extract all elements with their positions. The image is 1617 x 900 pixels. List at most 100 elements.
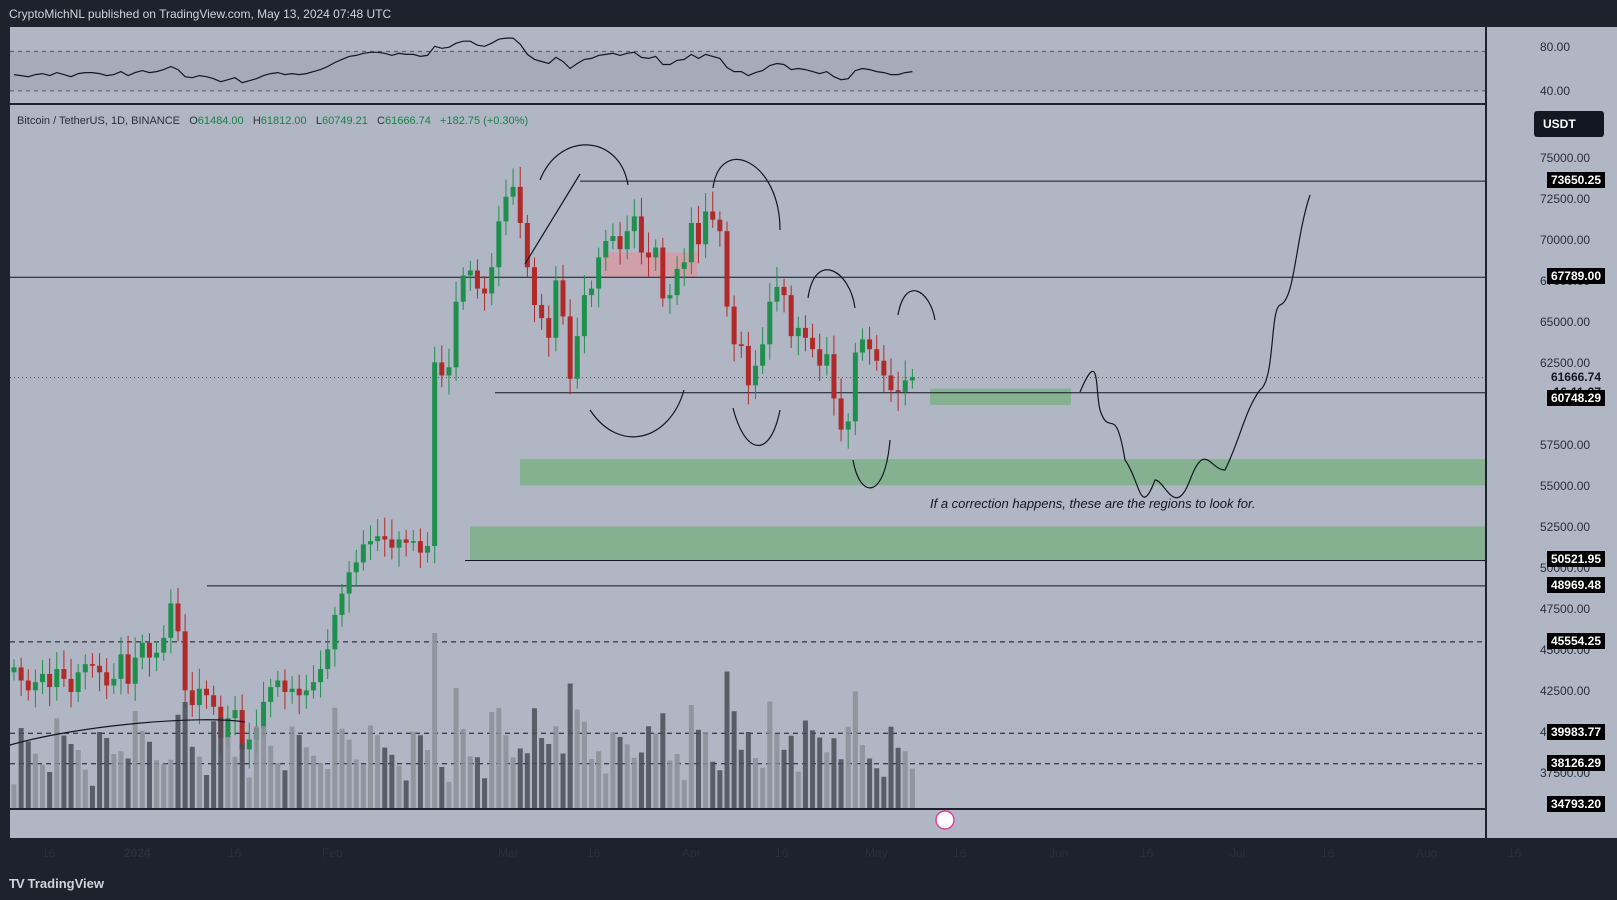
candle-body (631, 216, 637, 232)
time-tick: 16 (1140, 846, 1154, 860)
candle-body (503, 196, 509, 222)
candle-body (303, 690, 309, 696)
candle-body (104, 672, 110, 686)
volume-bar (489, 712, 495, 808)
volume-bar (446, 781, 452, 808)
candle-body (68, 678, 74, 692)
candle-body (902, 380, 908, 392)
volume-bar (859, 745, 865, 808)
candle-body (617, 236, 623, 250)
volume-bar (189, 746, 195, 808)
volume-bar (125, 758, 131, 808)
candle-body (332, 614, 338, 650)
candle-body (717, 219, 723, 232)
candle-body (32, 682, 38, 691)
candle-body (168, 603, 174, 638)
volume-bar (553, 726, 559, 808)
drawn-arrow (1079, 194, 1311, 499)
demand-zone-1 (930, 388, 1071, 405)
candle-body (289, 688, 295, 692)
volume-bar (817, 737, 823, 808)
volume-bar (845, 726, 851, 808)
volume-bar (760, 767, 766, 808)
candle-body (774, 286, 780, 302)
candle-body (25, 680, 31, 691)
drawn-arrow (807, 269, 856, 309)
candle-body (603, 241, 609, 258)
volume-bar (161, 763, 167, 808)
candle-body (132, 657, 138, 684)
time-tick: Jul (1230, 846, 1246, 860)
time-tick: Apr (682, 846, 701, 860)
volume-bar (646, 726, 652, 808)
demand-zone-2 (520, 459, 1485, 486)
candle-body (225, 718, 231, 738)
volume-bar (275, 763, 281, 808)
demand-zone-3 (470, 526, 1485, 561)
candle-body (111, 678, 117, 686)
candle-body (646, 252, 652, 258)
candle-body (574, 336, 580, 379)
volume-bar (182, 702, 188, 808)
symbol-name: Bitcoin / TetherUS, 1D, BINANCE (17, 115, 181, 127)
price-tick: 52500.00 (1540, 520, 1591, 534)
volume-bar (32, 753, 38, 808)
candle-body (852, 352, 858, 422)
volume-bar (902, 751, 908, 808)
volume-bar (261, 726, 267, 808)
candle-body (125, 654, 131, 684)
volume-bar (482, 778, 488, 808)
candle-body (389, 539, 395, 548)
candle-body (831, 354, 837, 399)
candle-body (589, 288, 595, 296)
currency-button[interactable]: USDT (1534, 111, 1604, 137)
volume-bar (810, 730, 816, 808)
candle-body (11, 667, 17, 673)
volume-bar (332, 707, 338, 808)
candle-body (189, 690, 195, 706)
volume-bar (824, 752, 830, 808)
candle-body (417, 541, 423, 553)
price-label: 48969.48 (1546, 576, 1605, 593)
volume-bar (539, 738, 545, 808)
candle-body (310, 682, 316, 691)
volume-bar (11, 784, 17, 808)
candle-body (867, 339, 873, 350)
price-tick: 65000.00 (1540, 315, 1591, 329)
candle-body (54, 669, 60, 688)
candle-body (660, 247, 666, 299)
candle-body (61, 669, 67, 679)
volume-bar (638, 752, 644, 808)
change-value: +182.75 (+0.30%) (440, 115, 529, 127)
price-label: 34793.20 (1546, 796, 1605, 813)
candle-body (75, 672, 81, 692)
price-label: 67789.00 (1546, 268, 1605, 285)
candle-body (760, 344, 766, 366)
volume-bar (246, 777, 252, 808)
candle-body (817, 349, 823, 366)
candle-body (474, 270, 480, 289)
volume-bar (282, 770, 288, 808)
drawn-arrow (524, 173, 581, 265)
price-label: 50521.95 (1546, 551, 1605, 568)
volume-bar (560, 753, 566, 808)
candle-body (524, 222, 530, 268)
time-tick: 16 (587, 846, 601, 860)
time-tick: May (865, 846, 888, 860)
candle-body (282, 680, 288, 692)
candle-body (211, 695, 217, 707)
candle-body (802, 327, 808, 338)
volume-bar (196, 756, 202, 808)
volume-bar (104, 738, 110, 808)
candle-body (47, 673, 53, 688)
time-tick: 16 (953, 846, 967, 860)
volume-bar (610, 732, 616, 808)
volume-bar (703, 732, 709, 808)
volume-bar (403, 780, 409, 808)
volume-bar (660, 713, 666, 808)
volume-bar (788, 735, 794, 808)
volume-bar (118, 751, 124, 808)
volume-bar (396, 765, 402, 808)
rsi-line (13, 37, 913, 84)
candle-body (410, 541, 416, 543)
